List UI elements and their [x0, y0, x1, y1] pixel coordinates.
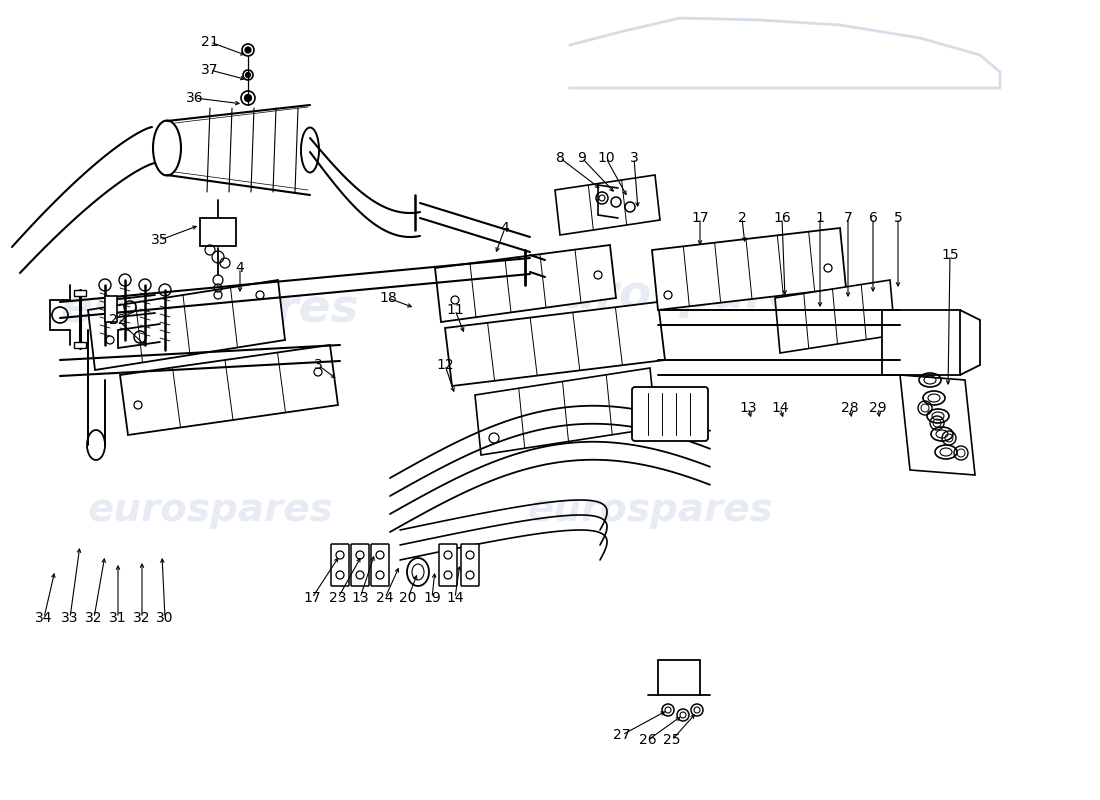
- Polygon shape: [434, 245, 616, 322]
- Circle shape: [244, 94, 252, 102]
- Bar: [200, 218, 236, 246]
- Text: 5: 5: [893, 211, 902, 225]
- Text: 29: 29: [869, 401, 887, 415]
- Text: 1: 1: [815, 211, 824, 225]
- Text: 11: 11: [447, 303, 464, 317]
- Text: 35: 35: [152, 233, 168, 247]
- Text: 8: 8: [556, 151, 564, 165]
- Text: eurospares: eurospares: [527, 491, 773, 529]
- FancyBboxPatch shape: [331, 544, 349, 586]
- FancyBboxPatch shape: [371, 544, 389, 586]
- Text: 20: 20: [399, 591, 417, 605]
- FancyBboxPatch shape: [351, 544, 369, 586]
- Text: 25: 25: [663, 733, 681, 747]
- Text: 10: 10: [597, 151, 615, 165]
- Text: eurospares: eurospares: [530, 273, 829, 318]
- Text: 16: 16: [773, 211, 791, 225]
- FancyBboxPatch shape: [632, 387, 708, 441]
- Text: 17: 17: [691, 211, 708, 225]
- Text: 2: 2: [738, 211, 747, 225]
- Text: 13: 13: [739, 401, 757, 415]
- Text: 3: 3: [314, 358, 322, 372]
- Text: 31: 31: [109, 611, 126, 625]
- Text: 9: 9: [578, 151, 586, 165]
- Text: 4: 4: [500, 221, 509, 235]
- Polygon shape: [88, 280, 285, 370]
- FancyBboxPatch shape: [439, 544, 456, 586]
- Text: 17: 17: [304, 591, 321, 605]
- Text: 23: 23: [329, 591, 346, 605]
- Text: 13: 13: [351, 591, 369, 605]
- Polygon shape: [776, 280, 895, 353]
- Text: 12: 12: [437, 358, 454, 372]
- Text: eurospares: eurospares: [87, 491, 333, 529]
- Text: 21: 21: [201, 35, 219, 49]
- Text: 7: 7: [844, 211, 852, 225]
- Polygon shape: [120, 345, 338, 435]
- FancyBboxPatch shape: [461, 544, 478, 586]
- Text: 34: 34: [35, 611, 53, 625]
- Circle shape: [245, 47, 251, 53]
- Bar: [104, 296, 117, 322]
- Polygon shape: [900, 375, 975, 475]
- Polygon shape: [475, 368, 656, 455]
- Text: 18: 18: [379, 291, 397, 305]
- Text: 36: 36: [186, 91, 204, 105]
- Text: 14: 14: [447, 591, 464, 605]
- Text: 3: 3: [629, 151, 638, 165]
- Polygon shape: [652, 228, 846, 310]
- Text: 26: 26: [639, 733, 657, 747]
- Text: 27: 27: [614, 728, 630, 742]
- Text: 4: 4: [235, 261, 244, 275]
- Bar: [74, 290, 86, 296]
- Bar: [74, 342, 86, 348]
- Text: 24: 24: [376, 591, 394, 605]
- Text: 19: 19: [424, 591, 441, 605]
- Text: 33: 33: [62, 611, 79, 625]
- Text: 37: 37: [201, 63, 219, 77]
- Text: 14: 14: [771, 401, 789, 415]
- Text: 6: 6: [869, 211, 878, 225]
- Text: 30: 30: [156, 611, 174, 625]
- Text: 32: 32: [86, 611, 102, 625]
- Text: 32: 32: [133, 611, 151, 625]
- Polygon shape: [446, 302, 666, 386]
- Text: eurospares: eurospares: [60, 287, 360, 333]
- Polygon shape: [556, 175, 660, 235]
- Text: 15: 15: [942, 248, 959, 262]
- Polygon shape: [882, 310, 960, 375]
- Text: 22: 22: [109, 313, 126, 327]
- Text: 28: 28: [842, 401, 859, 415]
- Circle shape: [245, 73, 251, 78]
